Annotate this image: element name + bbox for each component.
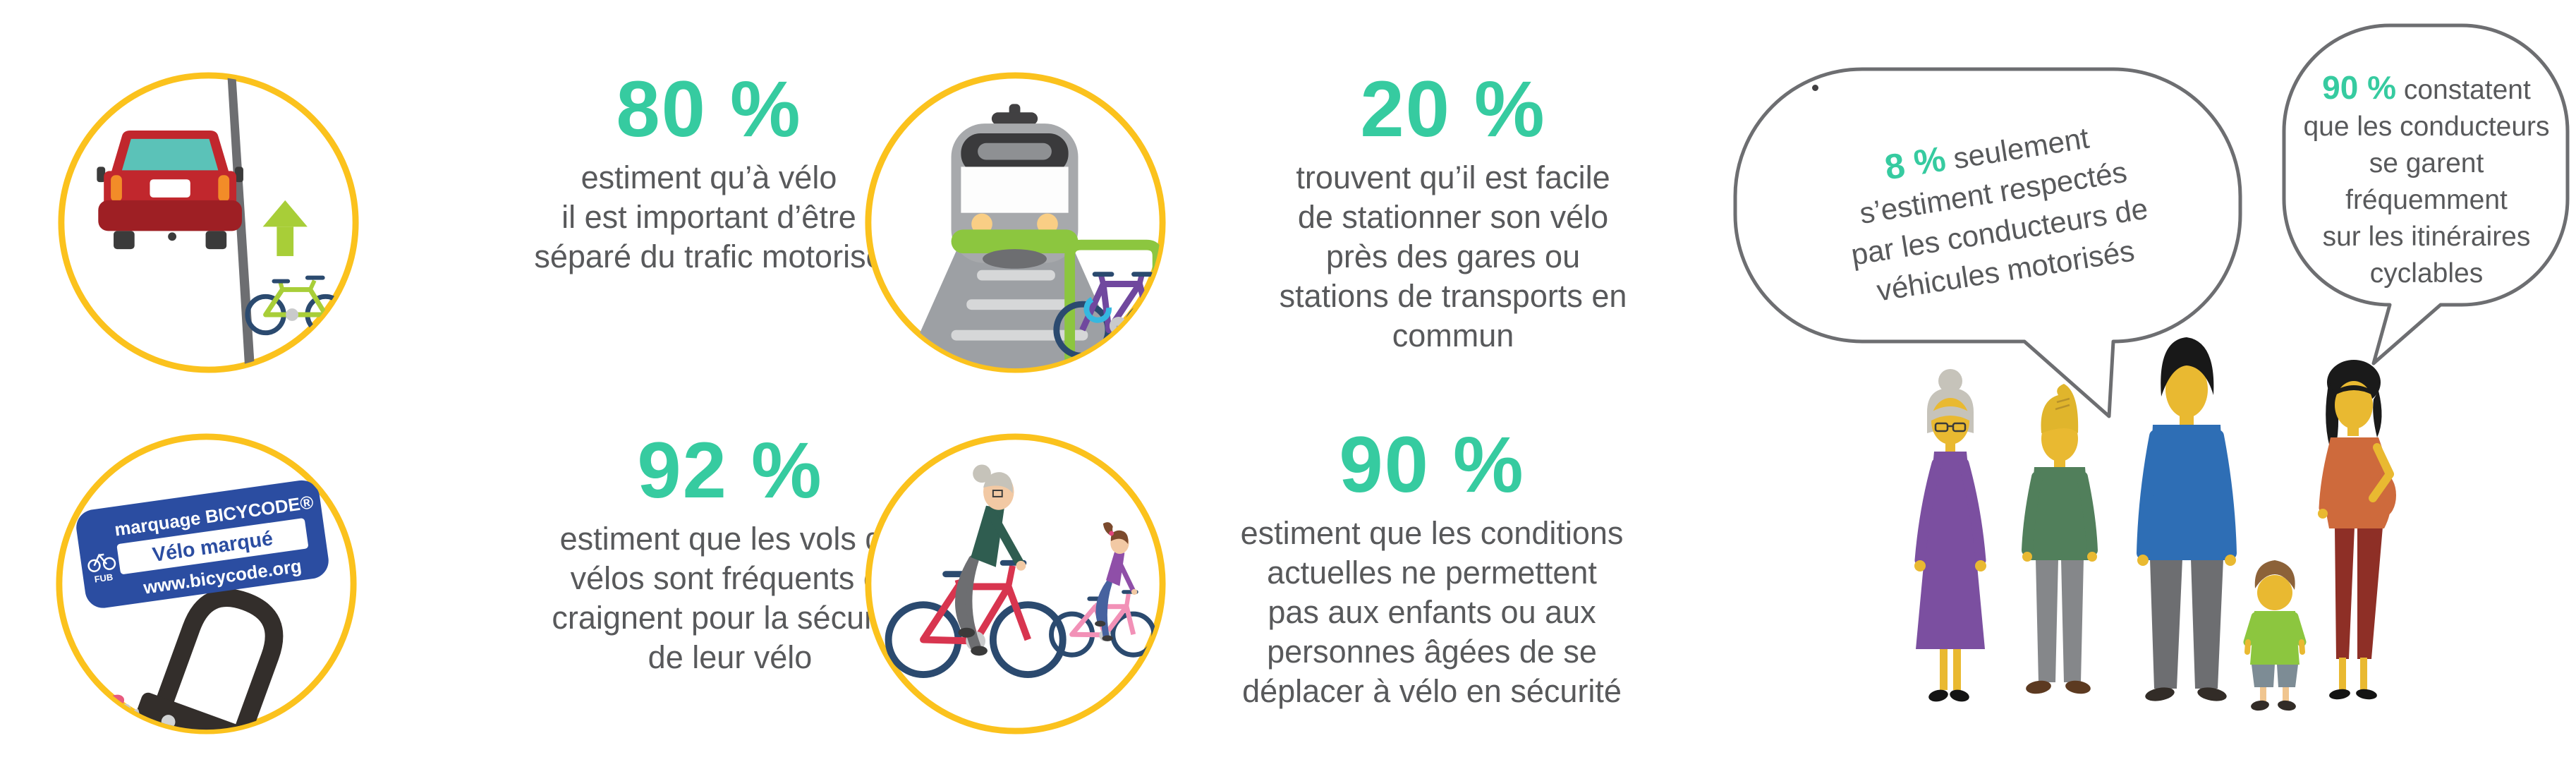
stray-dot: [1812, 85, 1818, 91]
yellow-ring: [865, 433, 1166, 734]
percentage-value: 90 %: [1339, 421, 1525, 509]
speech-bubble-parking-on-lanes: [2282, 23, 2570, 365]
bubble-line: se garent fréquemment: [2345, 148, 2508, 215]
svg-text:FUB: FUB: [94, 572, 114, 585]
bubble-line: cyclables: [2369, 258, 2484, 289]
percentage-value: 8 %: [1882, 138, 1949, 188]
percentage-value: 90 %: [2322, 69, 2397, 106]
stat-card-parking: 20 % trouvent qu’il est facile de statio…: [1185, 68, 1721, 356]
senior-woman-cyclist: [885, 464, 1067, 678]
father-figure: [2137, 337, 2237, 701]
stat-description: estiment que les vols de vélos sont fréq…: [552, 521, 909, 675]
car-rear-icon: [97, 131, 243, 250]
little-boy-figure: [2243, 560, 2307, 711]
speech-bubble-parking-text: 90 % constatent que les conducteurs se g…: [2296, 69, 2557, 292]
bubble-line: 90 % constatent: [2322, 69, 2531, 106]
stat-description: estiment que les conditions actuelles ne…: [1240, 515, 1624, 709]
bike-lane-arrow-icon: [262, 200, 308, 256]
percentage-value: 80 %: [616, 65, 802, 153]
stat-card-theft: 92 % estiment que les vols de vélos sont…: [451, 429, 1009, 677]
stat-card-vulnerable-users: 90 % estiment que les conditions actuell…: [1150, 423, 1714, 711]
teen-figure: [2022, 384, 2098, 694]
pregnant-mother-figure: [2318, 360, 2396, 700]
senior-child-cyclists-icon: [865, 433, 1166, 734]
train-bike-parking-icon: [865, 72, 1166, 373]
fub-logo: FUB: [87, 553, 116, 585]
stat-description: estiment qu’à vélo il est important d’êt…: [534, 159, 884, 274]
stat-card-separation: 80 % estiment qu’à vélo il est important…: [430, 68, 988, 277]
bike-lock-cable: [1083, 296, 1112, 323]
speech-bubble-respect: [1733, 67, 2242, 418]
stat-description: trouvent qu’il est facile de stationner …: [1279, 159, 1627, 353]
percentage-value: 20 %: [1360, 65, 1546, 153]
speech-bubbles: [1733, 23, 2570, 418]
train-front-icon: [951, 104, 1079, 269]
bubble-line: que les conducteurs: [2303, 111, 2550, 142]
percentage-value: 92 %: [637, 426, 823, 514]
car-bike-separated-lane-icon: [58, 72, 359, 373]
child-girl-cyclist: [1049, 522, 1157, 658]
bubble-line: sur les itinéraires: [2322, 222, 2531, 252]
bike-lock-bicycode-icon: marquage BICYCODE® Vélo marqué www.bicyc…: [56, 433, 357, 734]
family-group-illustration: [1914, 337, 2396, 711]
bicycode-sticker: marquage BICYCODE® Vélo marqué www.bicyc…: [76, 480, 329, 608]
grandmother-figure: [1914, 369, 1986, 702]
bike-rack: [1064, 239, 1162, 369]
